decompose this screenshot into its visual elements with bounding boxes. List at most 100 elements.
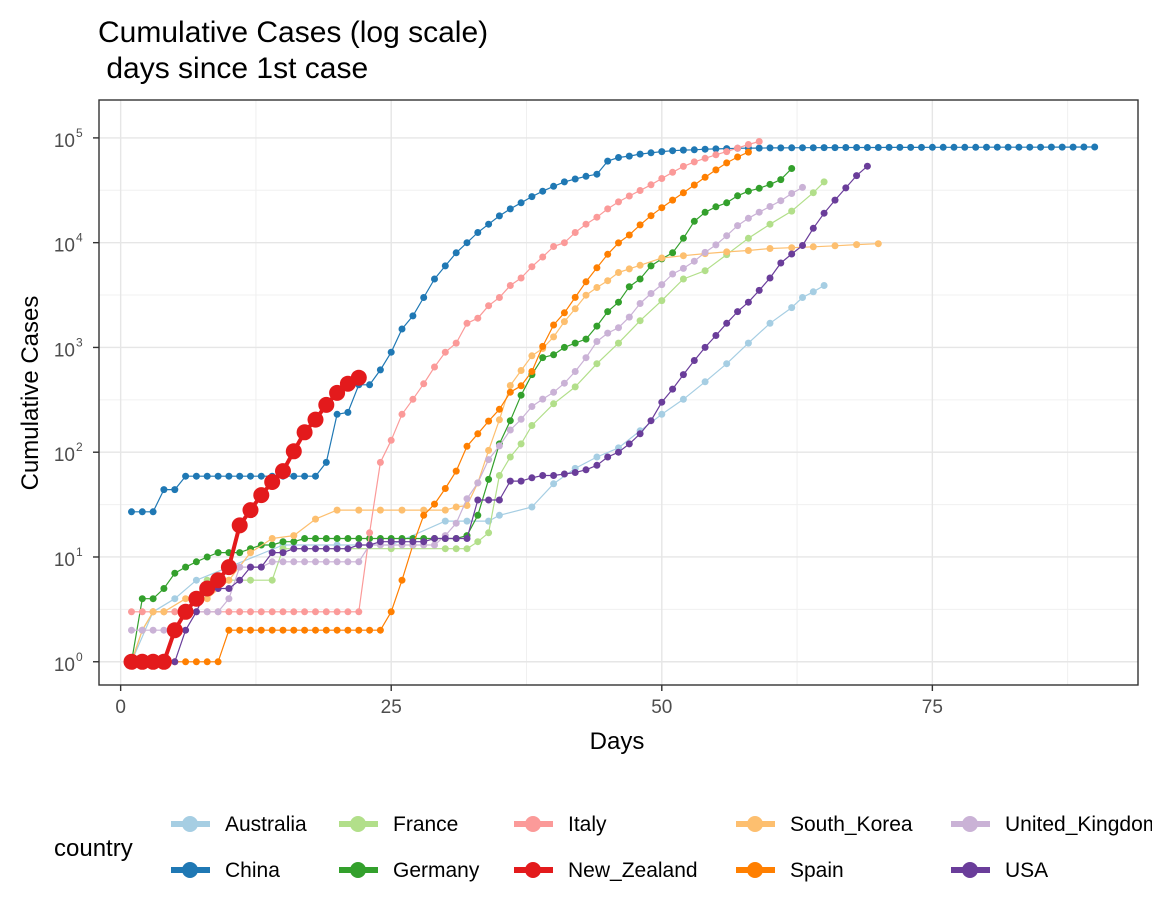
data-point: [615, 448, 622, 456]
data-point: [279, 558, 287, 566]
data-point: [398, 576, 406, 584]
data-point: [231, 517, 248, 534]
data-point: [744, 187, 752, 195]
data-point: [257, 563, 265, 571]
data-point: [636, 430, 644, 438]
data-point: [863, 162, 871, 170]
data-point: [669, 270, 677, 278]
series-line: [130, 243, 879, 662]
data-point: [679, 234, 687, 242]
data-point: [171, 569, 179, 577]
data-point: [214, 472, 222, 480]
data-point: [679, 275, 687, 283]
data-point: [593, 213, 601, 221]
data-point: [431, 500, 438, 508]
data-point: [604, 250, 612, 258]
data-point: [560, 309, 568, 317]
legend-key-point: [350, 816, 366, 832]
data-point: [355, 535, 363, 542]
data-point: [409, 395, 417, 403]
legend-key-point: [747, 862, 763, 878]
data-point: [452, 535, 460, 542]
data-point: [355, 506, 363, 514]
data-point: [809, 224, 817, 232]
data-point: [171, 608, 179, 616]
data-point: [366, 626, 374, 634]
data-point: [842, 144, 850, 151]
data-point: [690, 158, 698, 166]
data-point: [528, 368, 536, 375]
data-point: [301, 558, 309, 566]
data-point: [766, 220, 774, 228]
x-axis: 0 25 50 75: [115, 685, 943, 718]
data-point: [712, 145, 720, 153]
data-point: [701, 343, 709, 351]
data-point: [366, 535, 374, 542]
data-point: [376, 506, 384, 514]
data-point: [679, 371, 687, 379]
data-point: [485, 529, 493, 537]
data-point: [625, 440, 633, 448]
data-point: [571, 339, 579, 347]
data-point: [679, 252, 687, 260]
data-point: [831, 242, 839, 250]
legend-key-point: [525, 862, 541, 878]
data-point: [344, 545, 352, 553]
legend-label: United_Kingdom: [1005, 813, 1152, 836]
data-point: [1091, 143, 1099, 151]
plot-panel: [99, 100, 1138, 685]
data-point: [766, 274, 774, 282]
data-point: [474, 314, 482, 322]
data-point: [658, 175, 666, 182]
series-United_Kingdom: [128, 183, 806, 634]
data-point: [712, 166, 720, 174]
legend-key-point: [182, 862, 198, 878]
legend-item-China: China: [171, 859, 280, 882]
data-point: [301, 608, 309, 616]
data-point: [734, 153, 742, 161]
data-point: [604, 308, 612, 316]
data-point: [777, 176, 785, 184]
data-point: [571, 229, 579, 236]
data-point: [203, 472, 211, 480]
data-point: [333, 626, 341, 634]
data-point: [571, 293, 579, 301]
data-point: [723, 159, 731, 167]
data-point: [290, 532, 298, 540]
data-point: [961, 143, 969, 151]
data-point: [679, 146, 687, 154]
data-point: [420, 380, 428, 388]
data-point: [182, 472, 190, 480]
data-point: [463, 495, 471, 503]
data-point: [636, 261, 644, 269]
data-point: [550, 321, 558, 329]
data-point: [279, 626, 287, 634]
data-point: [809, 288, 817, 296]
data-point: [712, 332, 720, 339]
data-point: [625, 192, 633, 200]
data-point: [853, 144, 861, 151]
data-point: [203, 595, 211, 603]
data-point: [593, 284, 601, 291]
data-point: [820, 282, 828, 289]
data-point: [290, 558, 298, 566]
data-point: [355, 541, 363, 549]
data-point: [625, 313, 633, 321]
legend-item-Australia: Australia: [171, 813, 307, 836]
data-point: [788, 165, 796, 172]
data-point: [799, 294, 806, 301]
data-point: [788, 244, 796, 252]
data-point: [344, 608, 352, 616]
data-point: [257, 626, 265, 634]
data-point: [247, 563, 254, 571]
data-point: [409, 538, 417, 546]
data-point: [669, 249, 677, 257]
data-point: [636, 300, 644, 307]
data-point: [799, 242, 806, 249]
y-tick-label: 10: [54, 131, 75, 152]
data-point: [376, 538, 384, 546]
data-point: [615, 198, 622, 206]
data-point: [452, 503, 460, 511]
data-point: [366, 529, 374, 537]
data-point: [149, 595, 157, 603]
